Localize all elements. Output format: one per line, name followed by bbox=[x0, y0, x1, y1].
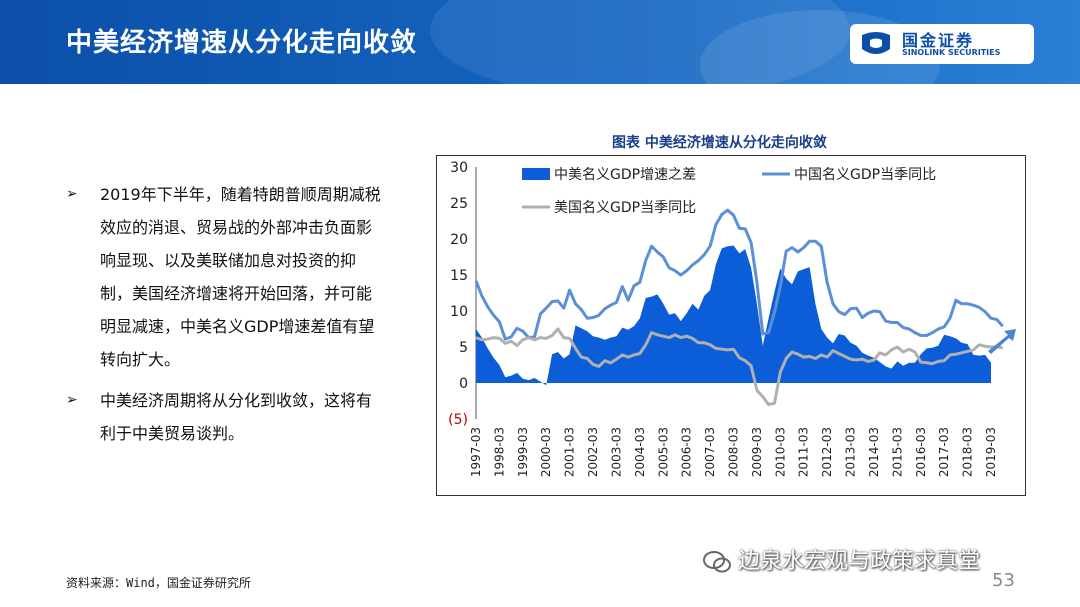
y-tick-label: 20 bbox=[450, 232, 468, 248]
y-tick-label: 15 bbox=[450, 268, 468, 284]
x-tick-label: 2011-03 bbox=[797, 427, 811, 477]
x-tick-label: 2013-03 bbox=[844, 427, 858, 477]
x-tick-label: 2001-03 bbox=[563, 427, 577, 477]
legend-item-china-gdp: 中国名义GDP当季同比 bbox=[794, 167, 936, 183]
legend-item-gdp-gap-swatch bbox=[522, 168, 550, 180]
bullet-item: ➢ 2019年下半年，随着特朗普顺周期减税效应的消退、贸易战的外部冲击负面影响显… bbox=[66, 178, 386, 376]
x-tick-label: 2016-03 bbox=[914, 427, 928, 477]
y-tick-label: 10 bbox=[450, 304, 468, 320]
y-tick-label: (5) bbox=[448, 412, 468, 428]
x-tick-label: 2006-03 bbox=[680, 427, 694, 477]
bullet-list: ➢ 2019年下半年，随着特朗普顺周期减税效应的消退、贸易战的外部冲击负面影响显… bbox=[66, 178, 386, 458]
series-line-us-gdp bbox=[475, 327, 1003, 407]
x-tick-label: 2010-03 bbox=[773, 427, 787, 477]
x-tick-label: 2002-03 bbox=[586, 427, 600, 477]
watermark-text: 边泉水宏观与政策求真堂 bbox=[738, 549, 981, 574]
x-tick-label: 1997-03 bbox=[469, 427, 483, 477]
x-tick-label: 1999-03 bbox=[516, 427, 530, 477]
y-tick-label: 5 bbox=[459, 340, 468, 356]
x-tick-label: 2015-03 bbox=[890, 427, 904, 477]
bullet-text: 2019年下半年，随着特朗普顺周期减税效应的消退、贸易战的外部冲击负面影响显现、… bbox=[100, 185, 381, 369]
x-tick-label: 2003-03 bbox=[609, 427, 623, 477]
slide-header: 中美经济增速从分化走向收敛 国金证券 SINOLINK SECURITIES bbox=[0, 0, 1080, 84]
x-tick-label: 2004-03 bbox=[633, 427, 647, 477]
x-tick-label: 2012-03 bbox=[820, 427, 834, 477]
series-line-china-gdp bbox=[474, 208, 1004, 341]
x-tick-label: 2014-03 bbox=[867, 427, 881, 477]
logo-mark-icon bbox=[862, 32, 890, 54]
y-tick-label: 30 bbox=[450, 160, 468, 176]
chart-frame bbox=[436, 155, 1026, 496]
bullet-item: ➢ 中美经济周期将从分化到收敛，这将有利于中美贸易谈判。 bbox=[66, 384, 386, 450]
logo-text-cn: 国金证券 bbox=[902, 31, 975, 50]
x-tick-label: 2000-03 bbox=[539, 427, 553, 477]
wechat-watermark: 边泉水宏观与政策求真堂 bbox=[702, 543, 980, 575]
x-tick-label: 1998-03 bbox=[492, 427, 506, 477]
y-tick-label: 25 bbox=[450, 196, 468, 212]
chart-title: 图表 中美经济增速从分化走向收敛 bbox=[612, 135, 827, 151]
slide-title: 中美经济增速从分化走向收敛 bbox=[66, 28, 418, 58]
trend-arrow-icon bbox=[988, 329, 1016, 354]
x-tick-label: 2017-03 bbox=[937, 427, 951, 477]
series-area-gdp-gap bbox=[476, 245, 991, 386]
gdp-growth-chart: (5) 0 5 10 15 20 25 30 1997-03 1998-03 1999-03 2000… bbox=[448, 160, 1016, 477]
bullet-text: 中美经济周期将从分化到收敛，这将有利于中美贸易谈判。 bbox=[100, 391, 373, 443]
bullet-arrow-icon: ➢ bbox=[66, 392, 78, 408]
logo-text-en: SINOLINK SECURITIES bbox=[902, 48, 1001, 57]
x-tick-label: 2005-03 bbox=[656, 427, 670, 477]
source-note: 资料来源：Wind，国金证券研究所 bbox=[66, 576, 251, 590]
bullet-arrow-icon: ➢ bbox=[66, 186, 78, 202]
x-tick-label: 2008-03 bbox=[727, 427, 741, 477]
x-tick-label: 2009-03 bbox=[750, 427, 764, 477]
wechat-icon bbox=[703, 551, 731, 573]
header-decoration bbox=[430, 0, 850, 84]
x-tick-label: 2007-03 bbox=[703, 427, 717, 477]
y-tick-label: 0 bbox=[459, 376, 468, 392]
x-tick-label: 2019-03 bbox=[984, 427, 998, 477]
legend-item-gdp-gap: 中美名义GDP增速之差 bbox=[554, 167, 696, 183]
page-number: 53 bbox=[992, 570, 1015, 591]
company-logo: 国金证券 SINOLINK SECURITIES bbox=[850, 24, 1034, 64]
legend-item-us-gdp: 美国名义GDP当季同比 bbox=[554, 200, 696, 216]
x-tick-label: 2018-03 bbox=[961, 427, 975, 477]
